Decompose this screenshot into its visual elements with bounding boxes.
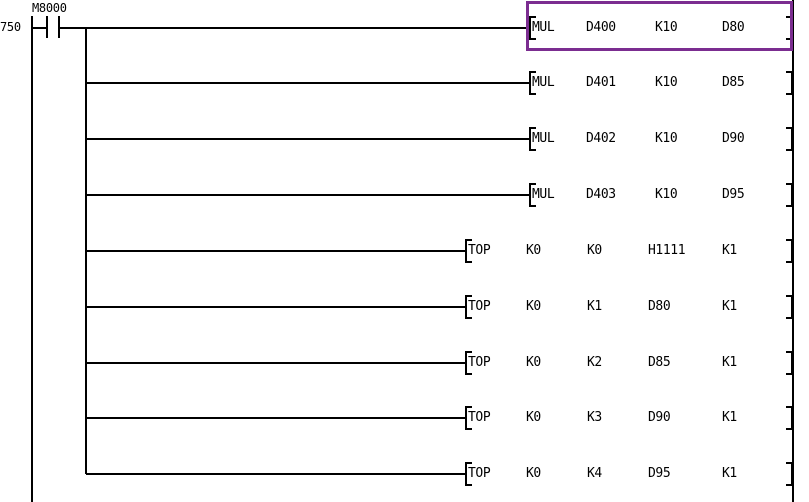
instruction-operand: K1 [722,410,737,425]
instruction-block[interactable]: TOP K0 K3 D90 K1 [465,406,793,430]
instruction-operand: K10 [655,187,678,202]
bracket-close [786,183,793,207]
bracket-open [465,406,472,430]
instruction-block[interactable]: TOP K0 K2 D85 K1 [465,351,793,375]
instruction-operand: K0 [526,355,541,370]
instruction-operand: K10 [655,131,678,146]
instruction-operand: K0 [587,243,602,258]
rung-wire [86,194,529,196]
instruction-operand: K10 [655,75,678,90]
instruction-operand: K1 [722,243,737,258]
instruction-operand: D90 [722,131,745,146]
bracket-close [786,16,793,40]
instruction-opcode: TOP [468,299,491,314]
instruction-opcode: TOP [468,466,491,481]
instruction-operand: K0 [526,466,541,481]
instruction-operand: D90 [648,410,671,425]
instruction-operand: K1 [722,299,737,314]
instruction-opcode: MUL [532,75,555,90]
instruction-block[interactable]: TOP K0 K4 D95 K1 [465,462,793,486]
rung-wire [86,138,529,140]
bracket-open [465,351,472,375]
instruction-operand: K4 [587,466,602,481]
bracket-close [786,71,793,95]
bracket-close [786,127,793,151]
instruction-block[interactable]: MUL D401 K10 D85 [529,71,793,95]
instruction-operand: D402 [586,131,616,146]
step-number: 750 [0,20,21,34]
bracket-close [786,239,793,263]
instruction-operand: K0 [526,243,541,258]
left-power-rail [31,16,33,502]
instruction-operand: K0 [526,410,541,425]
instruction-block[interactable]: MUL D402 K10 D90 [529,127,793,151]
instruction-operand: K1 [722,355,737,370]
instruction-operand: D80 [722,20,745,35]
right-power-rail [792,0,794,502]
rung-wire [86,306,465,308]
instruction-operand: D95 [648,466,671,481]
rung-wire [86,82,529,84]
rung-wire [86,417,465,419]
instruction-opcode: TOP [468,355,491,370]
instruction-operand: K0 [526,299,541,314]
instruction-operand: D85 [648,355,671,370]
bracket-open [529,183,536,207]
instruction-opcode: MUL [532,187,555,202]
instruction-operand: K2 [587,355,602,370]
instruction-opcode: TOP [468,410,491,425]
bracket-close [786,295,793,319]
instruction-operand: H1111 [648,243,686,258]
bracket-open [529,16,536,40]
instruction-operand: K10 [655,20,678,35]
bracket-close [786,351,793,375]
bracket-open [465,239,472,263]
instruction-operand: K3 [587,410,602,425]
instruction-operand: K1 [587,299,602,314]
instruction-block[interactable]: TOP K0 K0 H1111 K1 [465,239,793,263]
instruction-opcode: TOP [468,243,491,258]
contact-m8000[interactable] [46,16,60,38]
bracket-close [786,462,793,486]
instruction-block[interactable]: MUL D400 K10 D80 [529,16,793,40]
instruction-operand: D85 [722,75,745,90]
wire-contact-to-branch [60,27,87,29]
wire-rail-to-contact [31,27,46,29]
instruction-operand: D400 [586,20,616,35]
rung-wire [86,362,465,364]
bracket-open [465,295,472,319]
bracket-open [465,462,472,486]
contact-bar-left [46,16,48,38]
rung-wire [86,27,529,29]
instruction-operand: D95 [722,187,745,202]
bracket-close [786,406,793,430]
instruction-operand: D80 [648,299,671,314]
instruction-operand: D401 [586,75,616,90]
instruction-opcode: MUL [532,20,555,35]
instruction-block[interactable]: TOP K0 K1 D80 K1 [465,295,793,319]
instruction-operand: D403 [586,187,616,202]
instruction-block[interactable]: MUL D403 K10 D95 [529,183,793,207]
contact-label-m8000: M8000 [32,1,67,15]
bracket-open [529,71,536,95]
rung-wire [86,250,465,252]
instruction-opcode: MUL [532,131,555,146]
instruction-operand: K1 [722,466,737,481]
contact-bar-right [58,16,60,38]
bracket-open [529,127,536,151]
rung-wire [86,473,465,475]
